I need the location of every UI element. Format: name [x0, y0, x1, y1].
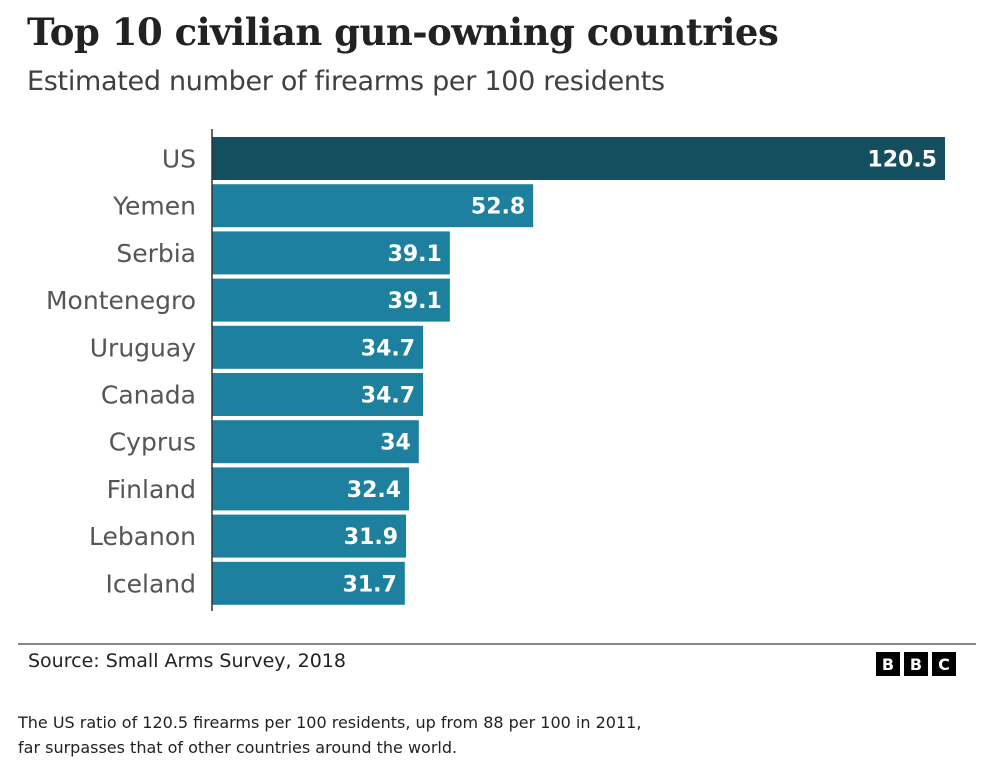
- value-label: 34: [380, 431, 411, 456]
- chart-title: Top 10 civilian gun-owning countries: [27, 10, 779, 54]
- category-label: Lebanon: [89, 522, 196, 551]
- value-label: 120.5: [867, 148, 937, 173]
- bbc-logo-letter: B: [904, 652, 928, 676]
- caption-line: far surpasses that of other countries ar…: [18, 738, 458, 757]
- value-label: 39.1: [388, 242, 442, 267]
- bar-yemen: [212, 184, 534, 228]
- category-label: Montenegro: [46, 286, 196, 315]
- chart-subtitle: Estimated number of firearms per 100 res…: [27, 66, 665, 97]
- bar-chart: US 120.5 Yemen 52.8 Serbia 39.1 Montenegro 39.1…: [46, 129, 945, 611]
- category-label: Cyprus: [109, 428, 196, 457]
- value-label: 39.1: [388, 289, 442, 314]
- bar-cyprus: [212, 420, 419, 464]
- value-label: 34.7: [361, 336, 415, 361]
- bar-serbia: [212, 231, 450, 275]
- bar-canada: [212, 373, 424, 416]
- bbc-logo: B B C: [876, 652, 956, 676]
- bar-uruguay: [212, 325, 424, 369]
- category-label: Iceland: [106, 569, 196, 598]
- category-label: US: [162, 145, 196, 174]
- value-label: 34.7: [361, 384, 415, 409]
- source-note: Source: Small Arms Survey, 2018: [28, 650, 346, 672]
- bbc-logo-letter: B: [876, 652, 900, 676]
- value-label: 31.7: [343, 572, 397, 597]
- bar-lebanon: [212, 514, 407, 558]
- bbc-logo-letter: C: [932, 652, 956, 676]
- footer-divider: [18, 643, 976, 645]
- value-label: 31.9: [344, 525, 398, 550]
- value-label: 52.8: [471, 195, 525, 220]
- bar-us: [212, 137, 945, 180]
- category-label: Yemen: [112, 192, 196, 221]
- category-label: Canada: [101, 381, 196, 410]
- bar-montenegro: [212, 278, 450, 322]
- bar-finland: [212, 467, 410, 511]
- category-label: Uruguay: [90, 333, 196, 362]
- category-label: Finland: [107, 475, 196, 504]
- category-label: Serbia: [116, 239, 196, 268]
- bar-iceland: [212, 561, 405, 605]
- caption: The US ratio of 120.5 firearms per 100 r…: [18, 710, 778, 760]
- value-label: 32.4: [347, 478, 401, 503]
- caption-line: The US ratio of 120.5 firearms per 100 r…: [18, 713, 642, 732]
